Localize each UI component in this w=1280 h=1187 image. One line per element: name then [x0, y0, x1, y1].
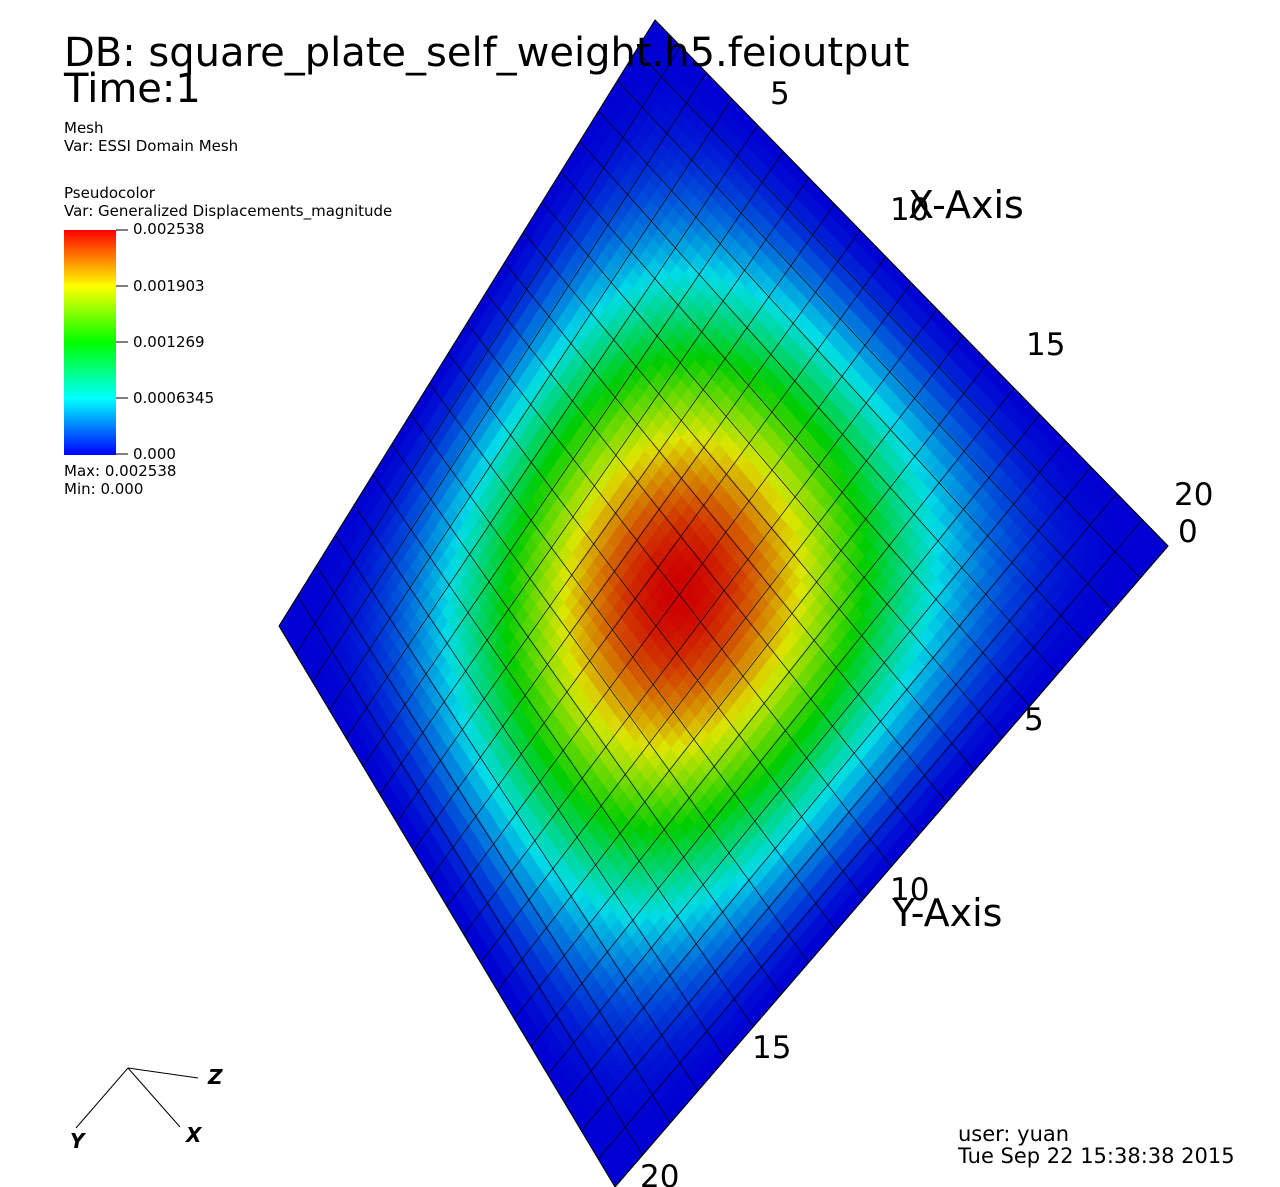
x-axis-title: X-Axis: [908, 183, 1024, 227]
time-label: Time:1: [64, 66, 201, 112]
colorbar-tick-label: 0.001269: [133, 333, 205, 351]
colorbar-tick-label: 0.000: [133, 445, 176, 463]
triad-y-axis: [75, 1067, 129, 1129]
triad-x-axis: [127, 1067, 181, 1128]
colorbar-tick-label: 0.002538: [133, 220, 205, 238]
user-label: user: yuan: [958, 1122, 1070, 1146]
colorbar-tick-label: 0.0006345: [133, 389, 215, 407]
triad-z-label: Z: [207, 1065, 223, 1089]
max-value-label: Max: 0.002538: [64, 462, 177, 480]
triad-y-label: Y: [70, 1129, 87, 1153]
mesh-legend-title: Mesh: [64, 119, 104, 137]
timestamp-label: Tue Sep 22 15:38:38 2015: [958, 1144, 1235, 1168]
y-tick-20: 20: [640, 1159, 679, 1187]
pseudocolor-legend-var: Var: Generalized Displacements_magnitude: [64, 202, 393, 220]
y-axis-title: Y-Axis: [891, 891, 1002, 935]
colorbar-tick-label: 0.001903: [133, 277, 205, 295]
min-value-label: Min: 0.000: [64, 480, 144, 498]
x-tick-20: 20: [1174, 477, 1213, 513]
y-tick-5: 5: [1024, 702, 1044, 738]
y-tick-15: 15: [752, 1030, 791, 1066]
y-tick-0: 0: [1178, 514, 1198, 550]
triad-z-axis: [127, 1067, 199, 1079]
plate-surface: [278, 19, 1169, 1187]
mesh-legend-var: Var: ESSI Domain Mesh: [64, 137, 239, 155]
orientation-triad[interactable]: Z X Y: [70, 1065, 223, 1153]
x-tick-5: 5: [770, 76, 790, 112]
pseudocolor-legend-title: Pseudocolor: [64, 184, 155, 202]
colorbar-gradient: [64, 230, 116, 455]
x-tick-15: 15: [1026, 327, 1065, 363]
color-bar: [64, 229, 128, 455]
triad-x-label: X: [184, 1123, 203, 1147]
